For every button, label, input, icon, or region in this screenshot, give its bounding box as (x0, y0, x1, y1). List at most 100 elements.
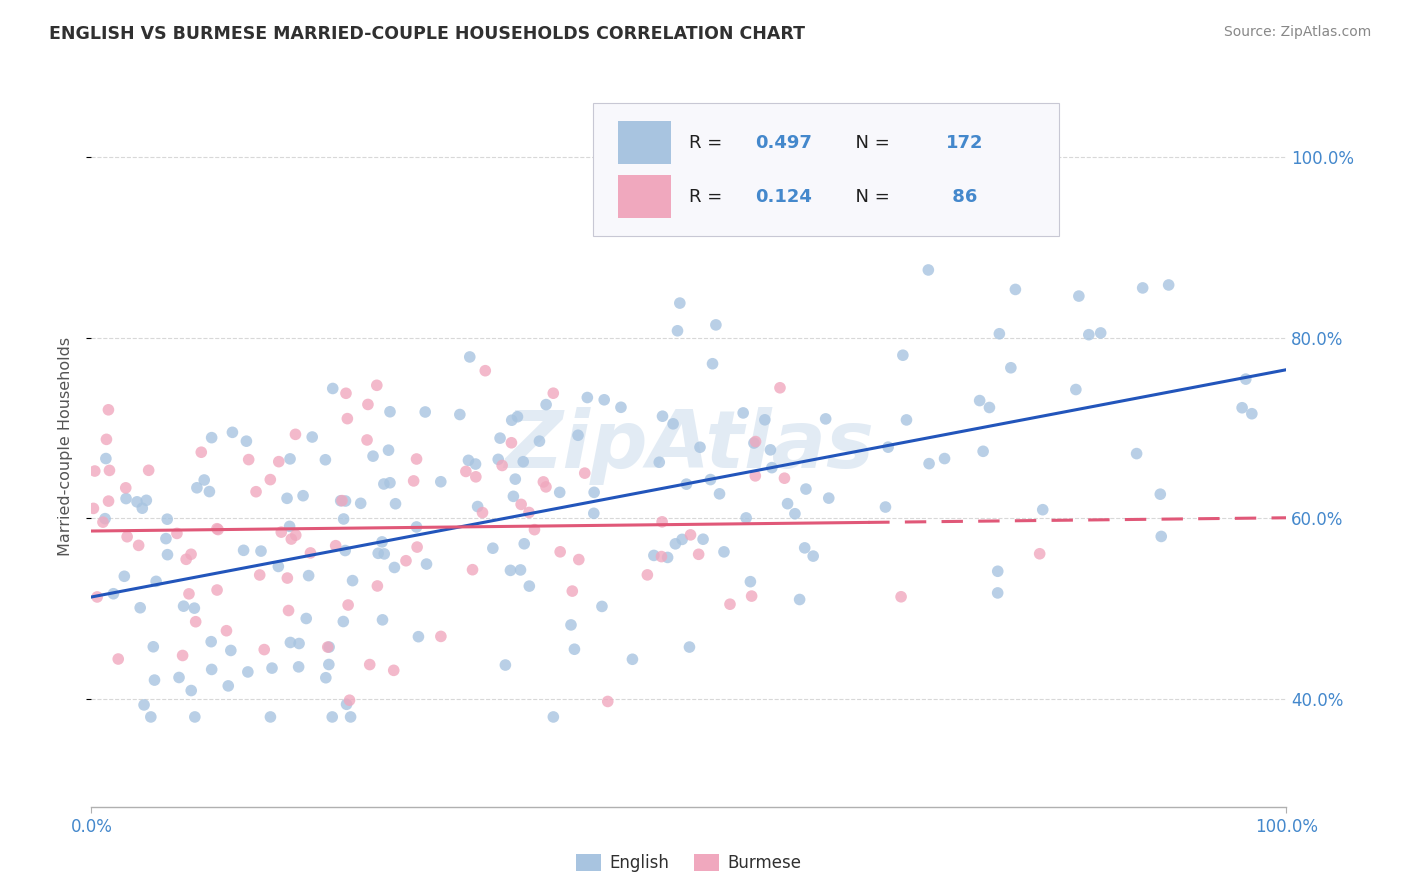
Point (509, 563, 531, 577)
Point (184, 710, 207, 724)
Point (773, 471, 796, 485)
Point (503, 472, 526, 486)
Point (330, 493, 353, 508)
Point (875, 500, 897, 514)
Point (82, 501, 104, 516)
Point (413, 405, 436, 419)
Point (395, 554, 418, 568)
Point (83, 464, 105, 478)
Point (143, 673, 166, 687)
Point (384, 560, 406, 574)
Point (270, 525, 292, 540)
Point (1028, 547, 1050, 561)
Point (325, 539, 347, 553)
Point (295, 611, 318, 625)
Point (759, 442, 782, 457)
Point (298, 568, 321, 582)
Point (523, 523, 546, 537)
Point (276, 491, 298, 506)
Text: N =: N = (844, 134, 896, 152)
Point (205, 582, 228, 597)
Point (513, 537, 536, 551)
Point (173, 599, 195, 614)
Point (692, 533, 714, 547)
Point (740, 574, 762, 589)
Point (217, 679, 239, 693)
Point (741, 589, 763, 603)
Point (1230, 401, 1253, 415)
Point (969, 393, 991, 408)
Point (1067, 289, 1090, 303)
Point (342, 574, 364, 588)
Point (1150, 529, 1173, 543)
Point (219, 643, 242, 657)
Point (561, 584, 583, 599)
Point (596, 694, 619, 708)
Point (689, 440, 711, 454)
Point (145, 574, 167, 589)
Point (501, 435, 523, 450)
Point (280, 635, 302, 649)
Point (449, 408, 471, 422)
Point (987, 586, 1010, 600)
Point (1157, 277, 1180, 292)
Point (454, 465, 477, 479)
Point (593, 392, 616, 407)
Point (278, 451, 301, 466)
Point (564, 642, 586, 657)
Point (366, 378, 388, 392)
Point (201, 662, 224, 676)
Point (662, 417, 685, 431)
Point (582, 506, 605, 520)
Point (322, 382, 344, 396)
Point (877, 440, 900, 454)
Point (235, 434, 257, 449)
Point (314, 452, 336, 467)
Point (651, 409, 673, 424)
Point (817, 491, 839, 505)
Point (461, 563, 484, 577)
Point (464, 457, 486, 471)
Point (979, 401, 1001, 415)
Point (98, 463, 121, 477)
Point (567, 428, 589, 442)
Text: ENGLISH VS BURMESE MARRIED-COUPLE HOUSEHOLDS CORRELATION CHART: ENGLISH VS BURMESE MARRIED-COUPLE HOUSEH… (49, 25, 806, 43)
Point (97, 494, 120, 508)
Point (510, 497, 533, 511)
Point (377, 443, 399, 458)
Point (610, 401, 633, 415)
Point (321, 710, 343, 724)
Point (517, 506, 540, 520)
Point (678, 640, 700, 654)
Point (918, 457, 941, 471)
Point (744, 468, 766, 483)
Point (236, 665, 259, 679)
Point (499, 563, 522, 577)
Point (713, 545, 735, 559)
Point (335, 698, 357, 712)
Point (988, 326, 1011, 341)
Point (699, 473, 721, 487)
Point (201, 431, 224, 445)
Point (405, 452, 427, 467)
Point (250, 544, 273, 558)
Point (548, 545, 571, 559)
FancyBboxPatch shape (619, 176, 671, 218)
Point (356, 433, 378, 447)
Point (339, 693, 361, 707)
Point (131, 501, 153, 516)
Point (97, 402, 120, 417)
Point (371, 534, 394, 549)
Point (471, 506, 494, 520)
Point (489, 431, 512, 445)
Point (671, 533, 693, 547)
Point (318, 640, 340, 654)
Point (1032, 502, 1054, 516)
Point (657, 550, 679, 565)
FancyBboxPatch shape (593, 103, 1060, 236)
Point (335, 386, 357, 401)
Point (814, 412, 837, 426)
Point (794, 482, 817, 496)
Point (560, 618, 582, 632)
Point (91, 515, 114, 529)
